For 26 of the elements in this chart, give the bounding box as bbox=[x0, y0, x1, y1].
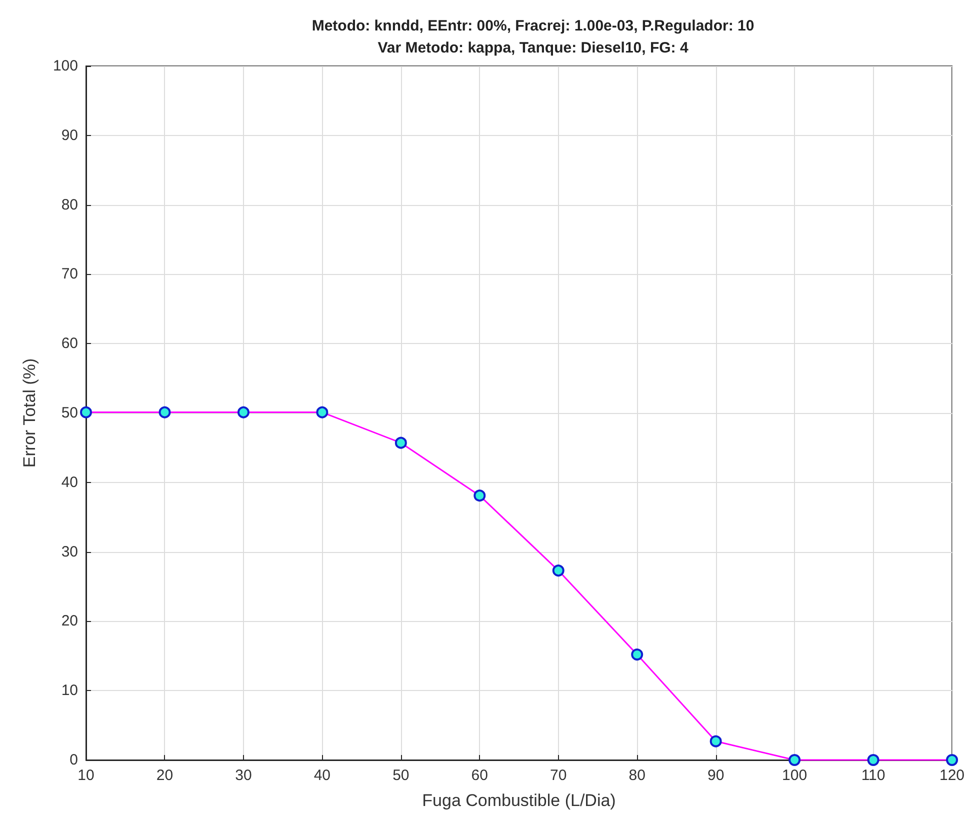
y-tick-label: 70 bbox=[61, 266, 78, 283]
y-tick-label: 40 bbox=[61, 474, 78, 491]
x-tick-label: 100 bbox=[782, 767, 808, 784]
y-tick-label: 0 bbox=[70, 752, 78, 768]
chart-title: Metodo: knndd, EEntr: 00%, Fracrej: 1.00e-03, P.Regulador: 10 Var Metodo: kappa, Tanque: Diesel10, FG: 4 bbox=[312, 18, 754, 56]
x-tick-label: 20 bbox=[156, 767, 174, 784]
y-tick-label: 80 bbox=[61, 196, 78, 214]
x-tick-label: 90 bbox=[707, 767, 724, 784]
x-axis-title: Fuga Combustible (L/Dia) bbox=[422, 791, 616, 810]
x-tick-label: 40 bbox=[314, 767, 331, 784]
x-tick-label: 70 bbox=[550, 767, 567, 784]
x-tick-label: 80 bbox=[628, 767, 646, 784]
x-tick-label: 110 bbox=[861, 767, 886, 784]
x-tick-label: 10 bbox=[78, 767, 94, 784]
x-tick-label: 30 bbox=[235, 767, 252, 784]
y-tick-label: 100 bbox=[52, 58, 78, 74]
y-tick-label: 20 bbox=[61, 612, 78, 630]
y-tick-label: 50 bbox=[61, 404, 78, 422]
x-tick-label: 50 bbox=[392, 767, 410, 784]
y-axis-title: Error Total (%) bbox=[20, 358, 39, 468]
x-tick-label: 120 bbox=[939, 767, 965, 784]
y-tick-label: 60 bbox=[61, 335, 78, 352]
y-tick-label: 10 bbox=[61, 682, 78, 700]
y-tick-label: 90 bbox=[61, 126, 78, 144]
y-tick-label: 30 bbox=[61, 543, 78, 560]
x-tick-label: 60 bbox=[471, 767, 488, 784]
